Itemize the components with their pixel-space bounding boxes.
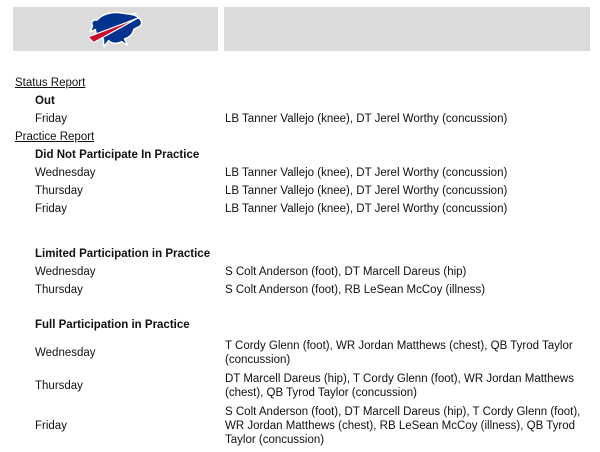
practice-report-title: Practice Report — [15, 131, 95, 143]
report-row: Friday LB Tanner Vallejo (knee), DT Jere… — [15, 200, 600, 218]
players-list: S Colt Anderson (foot), RB LeSean McCoy … — [225, 284, 486, 296]
day-label: Wednesday — [35, 167, 96, 179]
full-participation-heading: Full Participation in Practice — [35, 319, 190, 331]
header-spacer-panel — [224, 7, 590, 51]
players-list: LB Tanner Vallejo (knee), DT Jerel Worth… — [225, 167, 508, 179]
buffalo-bills-logo-icon — [86, 11, 142, 48]
day-label: Friday — [35, 113, 67, 125]
players-list: S Colt Anderson (foot), DT Marcell Dareu… — [225, 266, 467, 278]
day-label: Wednesday — [35, 347, 96, 359]
did-not-participate-heading: Did Not Participate In Practice — [35, 149, 200, 161]
day-label: Thursday — [35, 185, 83, 197]
day-label: Wednesday — [35, 266, 96, 278]
header-bar — [13, 7, 590, 51]
players-list: LB Tanner Vallejo (knee), DT Jerel Worth… — [225, 185, 508, 197]
report-row: Thursday DT Marcell Dareus (hip), T Cord… — [15, 372, 600, 400]
injury-report: Status Report Out Friday LB Tanner Valle… — [0, 74, 600, 447]
limited-participation-heading: Limited Participation in Practice — [35, 248, 211, 260]
report-row: Friday LB Tanner Vallejo (knee), DT Jere… — [15, 110, 600, 128]
out-heading: Out — [35, 95, 55, 107]
day-label: Thursday — [35, 380, 83, 392]
header-logo-panel — [13, 7, 218, 51]
report-row: Wednesday S Colt Anderson (foot), DT Mar… — [15, 263, 600, 281]
day-label: Thursday — [35, 284, 83, 296]
full-participation-group: Full Participation in Practice Wednesday… — [15, 316, 600, 447]
players-list: LB Tanner Vallejo (knee), DT Jerel Worth… — [225, 203, 508, 215]
report-row: Wednesday LB Tanner Vallejo (knee), DT J… — [15, 164, 600, 182]
day-label: Friday — [35, 203, 67, 215]
report-row: Thursday LB Tanner Vallejo (knee), DT Je… — [15, 182, 600, 200]
players-list: DT Marcell Dareus (hip), T Cordy Glenn (… — [225, 373, 574, 399]
players-list: S Colt Anderson (foot), DT Marcell Dareu… — [225, 406, 581, 446]
players-list: T Cordy Glenn (foot), WR Jordan Matthews… — [225, 340, 573, 366]
report-row: Thursday S Colt Anderson (foot), RB LeSe… — [15, 281, 600, 299]
report-row: Friday S Colt Anderson (foot), DT Marcel… — [15, 405, 600, 447]
status-report-title: Status Report — [15, 77, 86, 89]
day-label: Friday — [35, 420, 67, 432]
report-row: Wednesday T Cordy Glenn (foot), WR Jorda… — [15, 339, 600, 367]
players-list: LB Tanner Vallejo (knee), DT Jerel Worth… — [225, 113, 508, 125]
